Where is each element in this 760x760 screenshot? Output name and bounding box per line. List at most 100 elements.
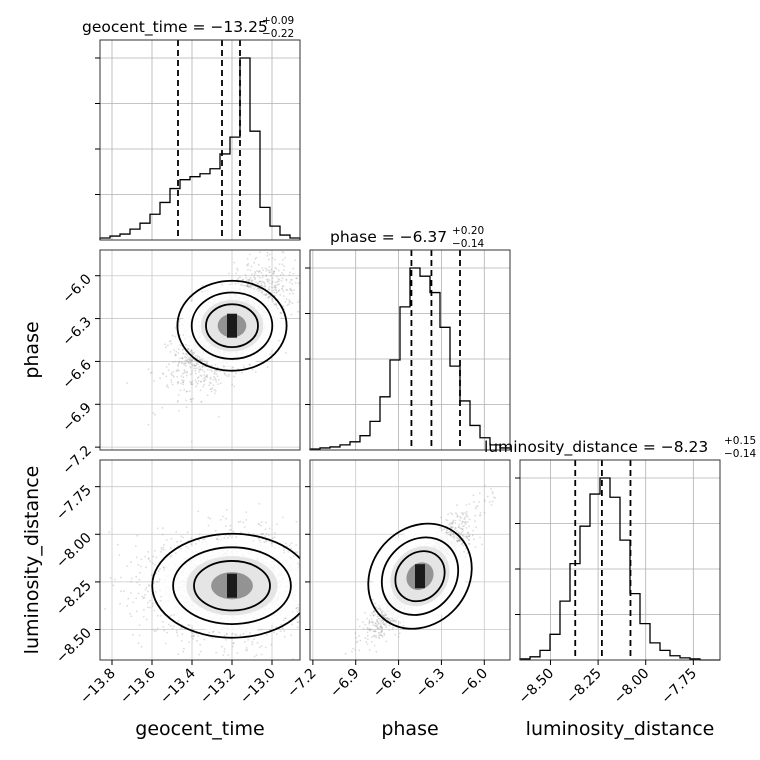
sample-point (199, 368, 202, 371)
sample-point (254, 371, 257, 373)
sample-point (302, 596, 304, 598)
sample-point (188, 358, 190, 361)
sample-point (181, 349, 184, 351)
sample-point (296, 551, 299, 554)
sample-point (303, 606, 305, 608)
sample-point (172, 374, 174, 377)
sample-point (274, 286, 276, 289)
sample-point (142, 597, 145, 599)
sample-point (276, 307, 279, 310)
sample-point (231, 645, 234, 648)
sample-point (191, 351, 193, 354)
sample-point (215, 651, 218, 654)
sample-point (151, 574, 153, 576)
sample-point (301, 599, 303, 601)
sample-point (182, 381, 185, 384)
sample-point (173, 349, 176, 351)
sample-point (271, 297, 274, 300)
sample-point (237, 281, 240, 284)
sample-point (264, 528, 267, 531)
sample-point (254, 258, 257, 260)
sample-point (267, 280, 269, 283)
sample-point (195, 372, 197, 375)
sample-point (265, 633, 268, 636)
sample-point (189, 359, 192, 361)
sample-point (202, 378, 205, 380)
sample-point (185, 399, 188, 402)
sample-point (126, 382, 128, 384)
sample-point (291, 302, 294, 305)
sample-point (305, 614, 307, 616)
sample-point (274, 224, 276, 226)
sample-point (118, 554, 121, 556)
sample-point (258, 280, 261, 283)
sample-point (289, 281, 291, 284)
sample-point (260, 533, 263, 536)
sample-point (284, 301, 287, 303)
sample-point (136, 610, 138, 613)
sample-point (269, 274, 272, 277)
sample-point (307, 531, 309, 533)
sample-point (233, 261, 236, 264)
contour-geocent-time-vs-phase-1 (190, 291, 274, 360)
sample-point (212, 384, 215, 386)
sample-point (296, 626, 299, 629)
sample-point (306, 569, 308, 571)
sample-point (201, 369, 204, 371)
sample-point (294, 281, 297, 284)
sample-point (162, 373, 165, 376)
sample-point (272, 272, 275, 275)
sample-point (254, 272, 257, 274)
sample-point (181, 633, 184, 636)
sample-point (195, 381, 198, 384)
sample-point (234, 282, 237, 285)
sample-point (225, 517, 228, 520)
sample-point (289, 287, 292, 290)
sample-point (143, 608, 145, 611)
sample-point (154, 550, 156, 552)
sample-point (192, 635, 195, 638)
sample-point (269, 271, 271, 273)
sample-point (196, 383, 199, 385)
sample-point (292, 555, 295, 557)
sample-point (222, 515, 224, 518)
sample-point (245, 285, 248, 287)
sample-point (186, 355, 189, 357)
sample-point (187, 348, 190, 351)
sample-point (210, 364, 213, 367)
sample-point (206, 361, 208, 364)
sample-point (219, 382, 222, 385)
sample-point (147, 558, 150, 560)
sample-point (265, 294, 268, 296)
sample-point (300, 607, 302, 609)
sample-point (186, 359, 188, 362)
sample-point (251, 279, 254, 282)
sample-point (291, 623, 293, 626)
sample-point (183, 364, 186, 366)
sample-point (193, 634, 196, 637)
sample-point (130, 592, 132, 594)
sample-point (277, 290, 280, 292)
sample-point (194, 367, 197, 370)
sample-point (190, 372, 193, 375)
sample-point (232, 366, 235, 369)
sample-point (216, 375, 219, 378)
sample-point (153, 380, 156, 382)
sample-point (167, 344, 169, 347)
sample-point (145, 618, 148, 621)
sample-point (164, 346, 167, 349)
sample-point (188, 390, 191, 393)
sample-point (276, 281, 279, 283)
sample-point (211, 637, 214, 639)
sample-point (199, 389, 202, 392)
sample-point (156, 527, 159, 530)
sample-point (152, 555, 155, 558)
sample-point (250, 285, 252, 288)
sample-point (167, 386, 170, 389)
sample-point (213, 389, 216, 391)
sample-point (241, 283, 243, 286)
sample-point (198, 359, 201, 362)
sample-point (190, 398, 192, 401)
sample-point (188, 624, 191, 626)
